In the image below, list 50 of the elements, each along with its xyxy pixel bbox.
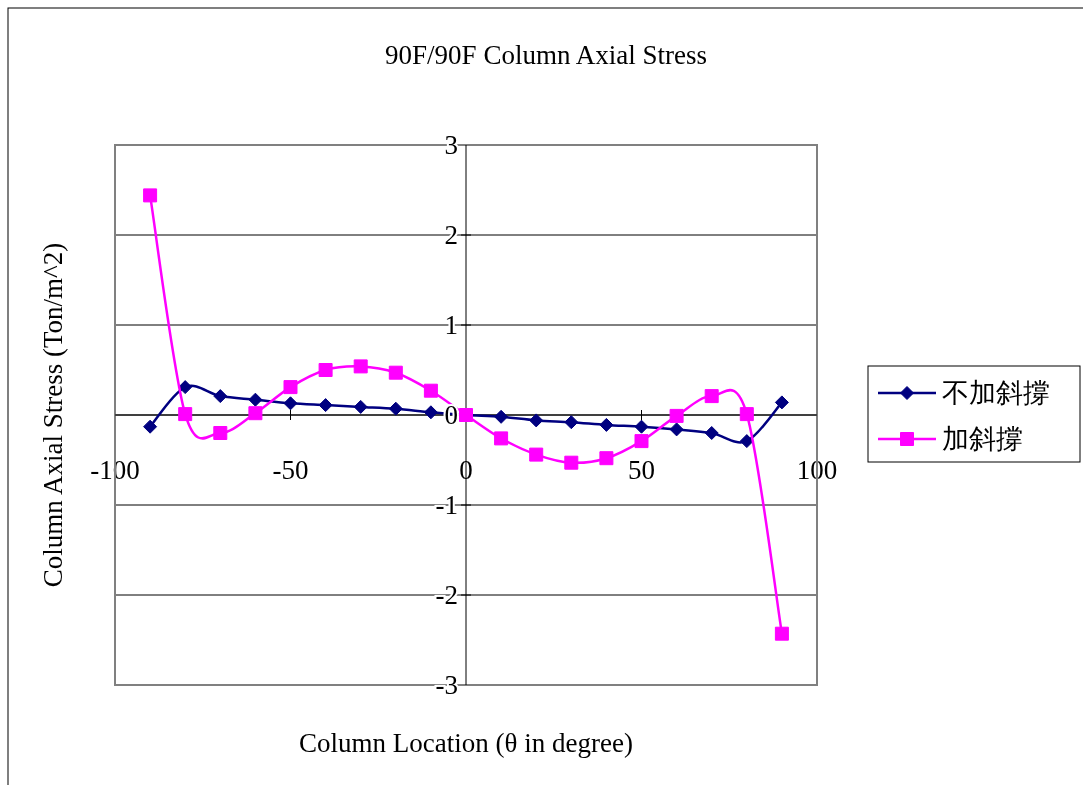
x-axis-title: Column Location (θ in degree) <box>299 728 633 758</box>
point <box>353 359 368 374</box>
y-tick-label: 2 <box>444 220 458 250</box>
point <box>599 451 614 466</box>
point <box>739 434 754 449</box>
point <box>388 365 403 380</box>
point <box>774 395 789 410</box>
point <box>213 426 228 440</box>
point <box>529 413 544 428</box>
point <box>248 392 263 407</box>
point <box>248 406 263 421</box>
point <box>318 363 333 377</box>
point <box>423 383 438 398</box>
x-tick-label: 50 <box>628 455 655 485</box>
point <box>388 401 403 416</box>
point <box>529 447 544 462</box>
point <box>704 426 719 440</box>
point <box>494 409 509 424</box>
point <box>353 399 368 414</box>
point <box>564 415 579 430</box>
legend-label: 加斜撐 <box>942 424 1023 454</box>
point <box>213 389 228 404</box>
point <box>634 419 649 434</box>
point <box>318 398 333 413</box>
x-tick-label: -50 <box>272 455 309 485</box>
y-tick-label: -2 <box>435 580 458 610</box>
point <box>704 389 719 404</box>
point <box>143 419 158 434</box>
point <box>669 422 684 437</box>
point <box>494 431 509 446</box>
point <box>423 405 438 420</box>
point <box>599 417 614 432</box>
point <box>634 434 649 449</box>
point <box>739 407 754 422</box>
point <box>669 408 684 423</box>
y-tick-label: 3 <box>444 130 458 160</box>
point <box>283 396 298 411</box>
y-tick-label: 1 <box>444 310 458 340</box>
point <box>564 455 579 470</box>
point <box>283 380 298 395</box>
legend-label: 不加斜撐 <box>942 378 1050 408</box>
y-tick-label: -3 <box>435 670 458 700</box>
y-axis-title: Column Axial Stress (Ton/m^2) <box>38 242 68 588</box>
point <box>143 188 158 203</box>
point <box>178 407 193 422</box>
point <box>178 380 193 395</box>
x-tick-label: 100 <box>796 455 838 485</box>
chart-title: 90F/90F Column Axial Stress <box>385 40 707 70</box>
point <box>774 626 789 641</box>
y-tick-label: -1 <box>435 490 458 520</box>
